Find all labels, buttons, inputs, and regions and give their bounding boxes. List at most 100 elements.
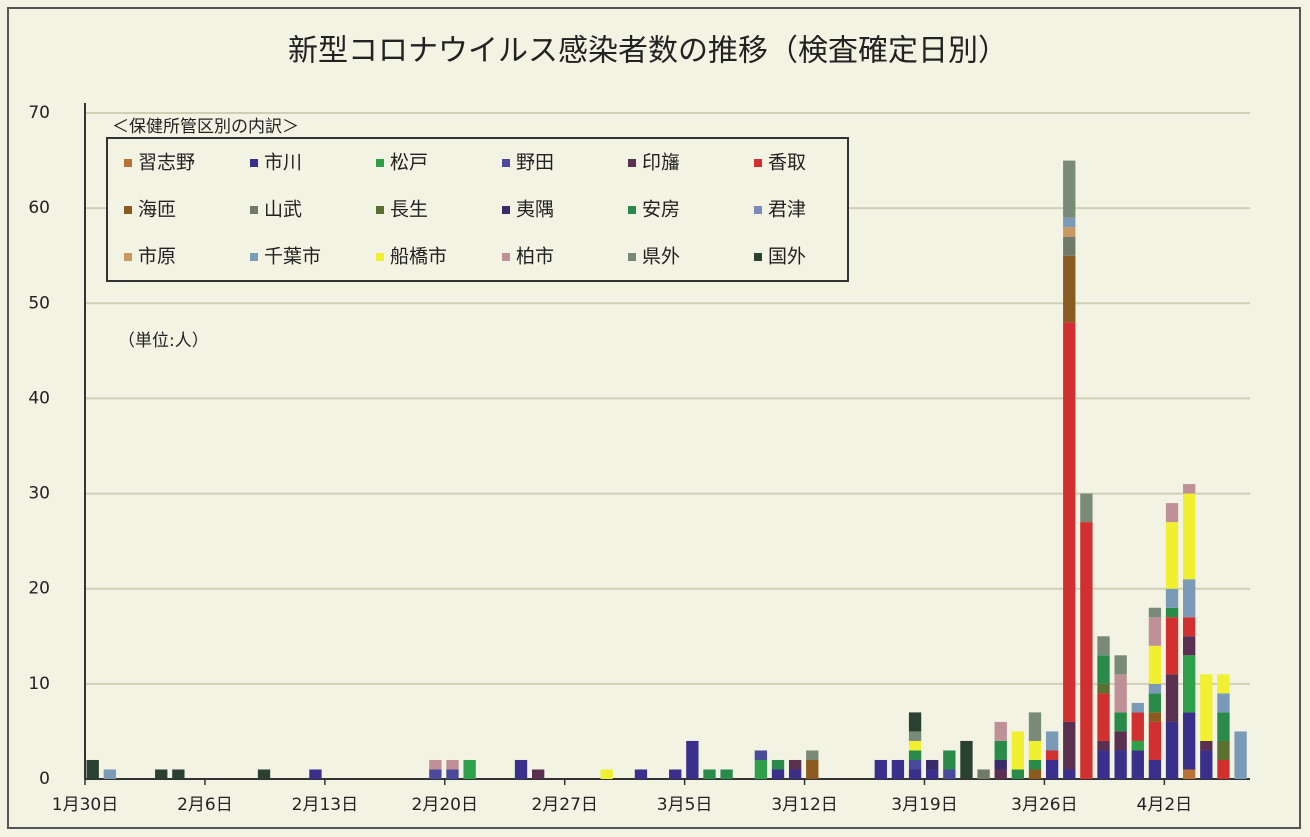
legend-swatch — [124, 253, 132, 261]
bar-segment — [429, 759, 442, 770]
bar-segment — [1165, 522, 1179, 589]
chart-title: 新型コロナウイルス感染者数の推移（検査確定日別） — [288, 34, 1008, 69]
legend-label: 柏市 — [516, 246, 554, 268]
bar-segment — [754, 750, 768, 760]
bar-segment — [1148, 759, 1162, 779]
x-tick-label: 2月13日 — [292, 795, 358, 815]
bar-segment — [1063, 322, 1076, 722]
legend-swatch — [502, 206, 510, 214]
bar-segment — [806, 750, 819, 760]
bar-segment — [1114, 750, 1127, 779]
legend-swatch — [754, 159, 762, 167]
bar-segment — [1028, 759, 1042, 770]
bar-segment — [429, 769, 442, 779]
legend-label: 国外 — [768, 246, 806, 268]
bar-segment — [1097, 750, 1110, 779]
legend-swatch — [628, 159, 636, 167]
legend-swatch — [754, 206, 762, 214]
bar-segment — [172, 769, 185, 779]
bar-segment — [1063, 236, 1076, 256]
bar-segment — [1063, 227, 1076, 237]
legend-label: 長生 — [390, 199, 428, 221]
bar-segment — [960, 740, 973, 779]
y-tick-label: 10 — [28, 674, 50, 694]
bar-segment — [600, 769, 613, 779]
bar-segment — [1148, 712, 1162, 722]
bar-segment — [788, 759, 802, 770]
legend-swatch — [376, 253, 384, 261]
bar-segment — [720, 769, 733, 779]
bar-segment — [1148, 607, 1162, 618]
x-tick-label: 3月5日 — [657, 795, 713, 815]
legend-title: ＜保健所管区別の内訳＞ — [112, 117, 299, 137]
bar-segment — [514, 759, 528, 779]
bar-segment — [1131, 750, 1144, 779]
y-tick-label: 60 — [28, 198, 50, 218]
bar-segment — [463, 759, 476, 779]
bar-segment — [891, 759, 905, 779]
bar-segment — [1148, 683, 1162, 694]
y-tick-label: 50 — [28, 293, 50, 313]
bar-segment — [908, 731, 922, 741]
x-tick-label: 3月26日 — [1011, 795, 1077, 815]
bar-segment — [1165, 617, 1179, 675]
legend-label: 安房 — [642, 199, 680, 221]
bar-segment — [1183, 617, 1196, 637]
bar-segment — [1234, 731, 1247, 779]
x-tick-label: 2月6日 — [177, 795, 233, 815]
bar-segment — [1080, 493, 1093, 523]
bar-segment — [1097, 740, 1110, 751]
y-tick-label: 0 — [39, 769, 50, 789]
bar-segment — [1183, 655, 1196, 713]
legend-swatch — [250, 159, 258, 167]
legend-swatch — [502, 253, 510, 261]
legend-swatch — [628, 206, 636, 214]
bar-segment — [788, 769, 802, 779]
legend-swatch — [376, 159, 384, 167]
legend-label: 山武 — [264, 199, 302, 221]
bar-segment — [908, 750, 922, 760]
x-tick-label: 3月19日 — [891, 795, 957, 815]
legend-label: 市川 — [264, 152, 302, 174]
bar-segment — [1217, 693, 1230, 713]
bar-segment — [1131, 712, 1144, 741]
bar-segment — [1080, 522, 1093, 779]
bar-segment — [943, 769, 956, 779]
legend-label: 印旛 — [642, 152, 680, 174]
bar-segment — [926, 759, 939, 770]
bar-segment — [634, 769, 648, 779]
legend-swatch — [754, 253, 762, 261]
bar-segment — [1097, 655, 1110, 684]
bar-segment — [531, 769, 545, 779]
bar-segment — [1097, 636, 1110, 656]
bar-segment — [1165, 503, 1179, 523]
bar-segment — [926, 769, 939, 779]
y-tick-label: 70 — [28, 103, 50, 123]
bar-segment — [446, 759, 459, 770]
bar-segment — [1183, 769, 1196, 779]
x-tick-label: 4月2日 — [1137, 795, 1193, 815]
bar-segment — [1200, 740, 1213, 751]
legend-label: 市原 — [138, 246, 176, 268]
bar-segment — [1148, 721, 1162, 760]
bar-segment — [1063, 217, 1076, 228]
bar-segment — [446, 769, 459, 779]
bar-segment — [1217, 674, 1230, 694]
legend-label: 千葉市 — [264, 246, 321, 268]
bar-segment — [1063, 160, 1076, 218]
legend-label: 夷隅 — [516, 199, 554, 221]
bar-segment — [977, 769, 990, 779]
legend-label: 県外 — [642, 246, 680, 268]
bar-segment — [1045, 750, 1059, 760]
legend-label: 野田 — [516, 152, 554, 174]
bar-segment — [908, 769, 922, 779]
bar-segment — [1183, 636, 1196, 656]
bar-segment — [1028, 740, 1042, 760]
bar-segment — [1217, 712, 1230, 741]
bar-segment — [1097, 693, 1110, 741]
bar-segment — [1114, 655, 1127, 675]
unit-annotation: （単位:人） — [118, 331, 209, 351]
bar-segment — [1165, 607, 1179, 618]
bar-segment — [1183, 493, 1196, 580]
y-tick-label: 30 — [28, 484, 50, 504]
